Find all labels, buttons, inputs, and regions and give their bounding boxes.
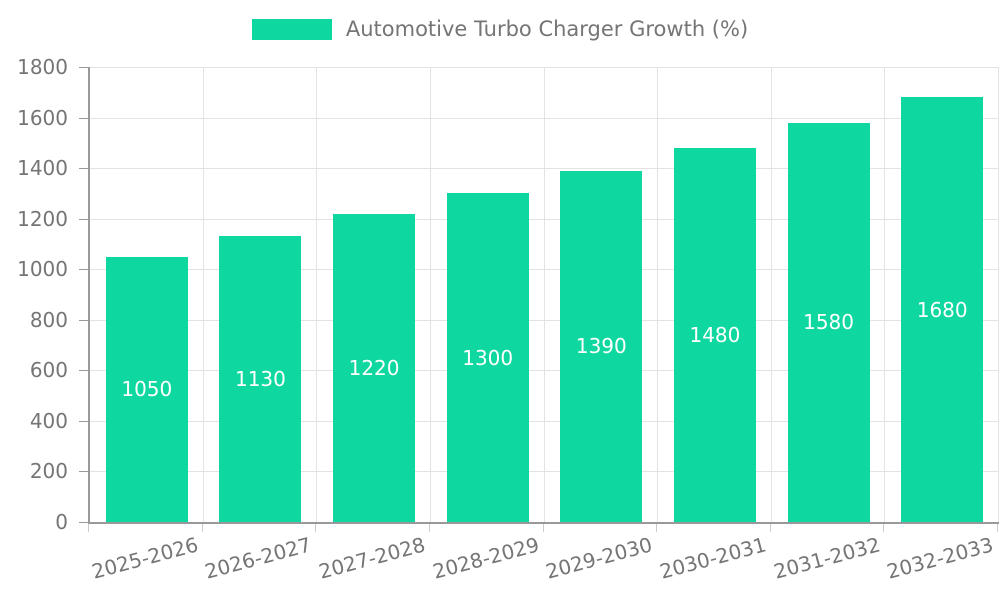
bar-2028-2029: 1300 [446,193,529,522]
y-tick-mark [79,319,88,321]
x-tick-mark [656,524,658,532]
x-tick-label: 2031-2032 [770,532,883,584]
x-tick-label: 2029-2030 [543,532,656,584]
horizontal-gridline [90,67,999,68]
chart-legend[interactable]: Automotive Turbo Charger Growth (%) [0,17,1000,41]
legend-swatch [251,18,332,40]
x-tick-label: 2025-2026 [89,532,201,584]
bar-2029-2030: 1390 [560,170,643,522]
x-tick-mark [883,524,885,532]
x-tick-mark [769,524,771,532]
horizontal-gridline [90,269,999,271]
y-tick-label: 1800 [17,55,68,79]
y-tick-mark [79,420,88,422]
vertical-gridline [770,67,772,522]
y-tick-label: 600 [29,358,68,383]
horizontal-gridline [90,319,999,321]
x-tick-mark [315,524,317,532]
y-tick-label: 800 [29,307,68,332]
bar-value-label: 1300 [462,345,514,370]
y-tick-mark [79,269,88,271]
y-tick-label: 200 [29,459,68,484]
bar-value-label: 1220 [348,355,400,380]
bar-2032-2033: 1680 [901,97,984,522]
horizontal-gridline [90,471,999,473]
y-tick-mark [79,218,88,220]
bar-value-label: 1480 [689,322,741,347]
bar-value-label: 1680 [916,297,968,322]
horizontal-gridline [90,168,999,170]
plot-area: 1050 1130 1220 1300 1390 1480 1580 1680 [88,67,999,524]
bar-2025-2026: 1050 [105,256,188,522]
y-tick-label: 1000 [17,257,68,282]
vertical-gridline [657,67,659,522]
x-tick-mark [88,524,89,532]
x-tick-label: 2032-2033 [884,532,996,584]
y-tick-mark [79,370,88,372]
bar-value-label: 1050 [121,377,173,402]
y-tick-label: 400 [29,408,68,433]
y-axis: 0 200 400 600 800 1000 1200 1400 1600 1800 [0,57,88,532]
y-tick-label: 1400 [17,156,68,181]
bar-value-label: 1580 [803,310,855,335]
y-tick-mark [79,168,88,170]
y-tick-mark [79,522,88,523]
y-tick-label: 0 [55,510,68,534]
vertical-gridline [543,67,545,522]
legend-title: Automotive Turbo Charger Growth (%) [345,17,749,41]
x-tick-mark [997,524,998,532]
x-tick-label: 2026-2027 [202,532,315,584]
horizontal-gridline [90,370,999,372]
vertical-gridline [202,67,204,522]
bar-2026-2027: 1130 [219,236,302,522]
vertical-gridline [316,67,318,522]
bar-2027-2028: 1220 [333,213,416,522]
x-tick-mark [542,524,544,532]
y-tick-mark [79,67,88,68]
x-tick-label: 2030-2031 [657,532,769,584]
y-tick-mark [79,471,88,473]
y-tick-label: 1200 [17,206,68,231]
bar-2031-2032: 1580 [787,122,870,522]
horizontal-gridline [90,117,999,119]
vertical-gridline [884,67,886,522]
vertical-gridline [998,67,999,522]
x-tick-label: 2027-2028 [316,532,428,584]
horizontal-gridline [90,420,999,422]
bar-2030-2031: 1480 [673,147,756,522]
bar-value-label: 1390 [575,334,627,359]
x-tick-label: 2028-2029 [429,532,542,584]
x-axis: 2025-2026 2026-2027 2027-2028 2028-2029 2029… [0,524,1000,600]
y-tick-mark [79,117,88,119]
vertical-gridline [429,67,431,522]
x-tick-mark [201,524,203,532]
horizontal-gridline [90,218,999,220]
bar-value-label: 1130 [234,367,286,392]
y-tick-label: 1600 [17,105,68,130]
x-tick-mark [428,524,430,532]
